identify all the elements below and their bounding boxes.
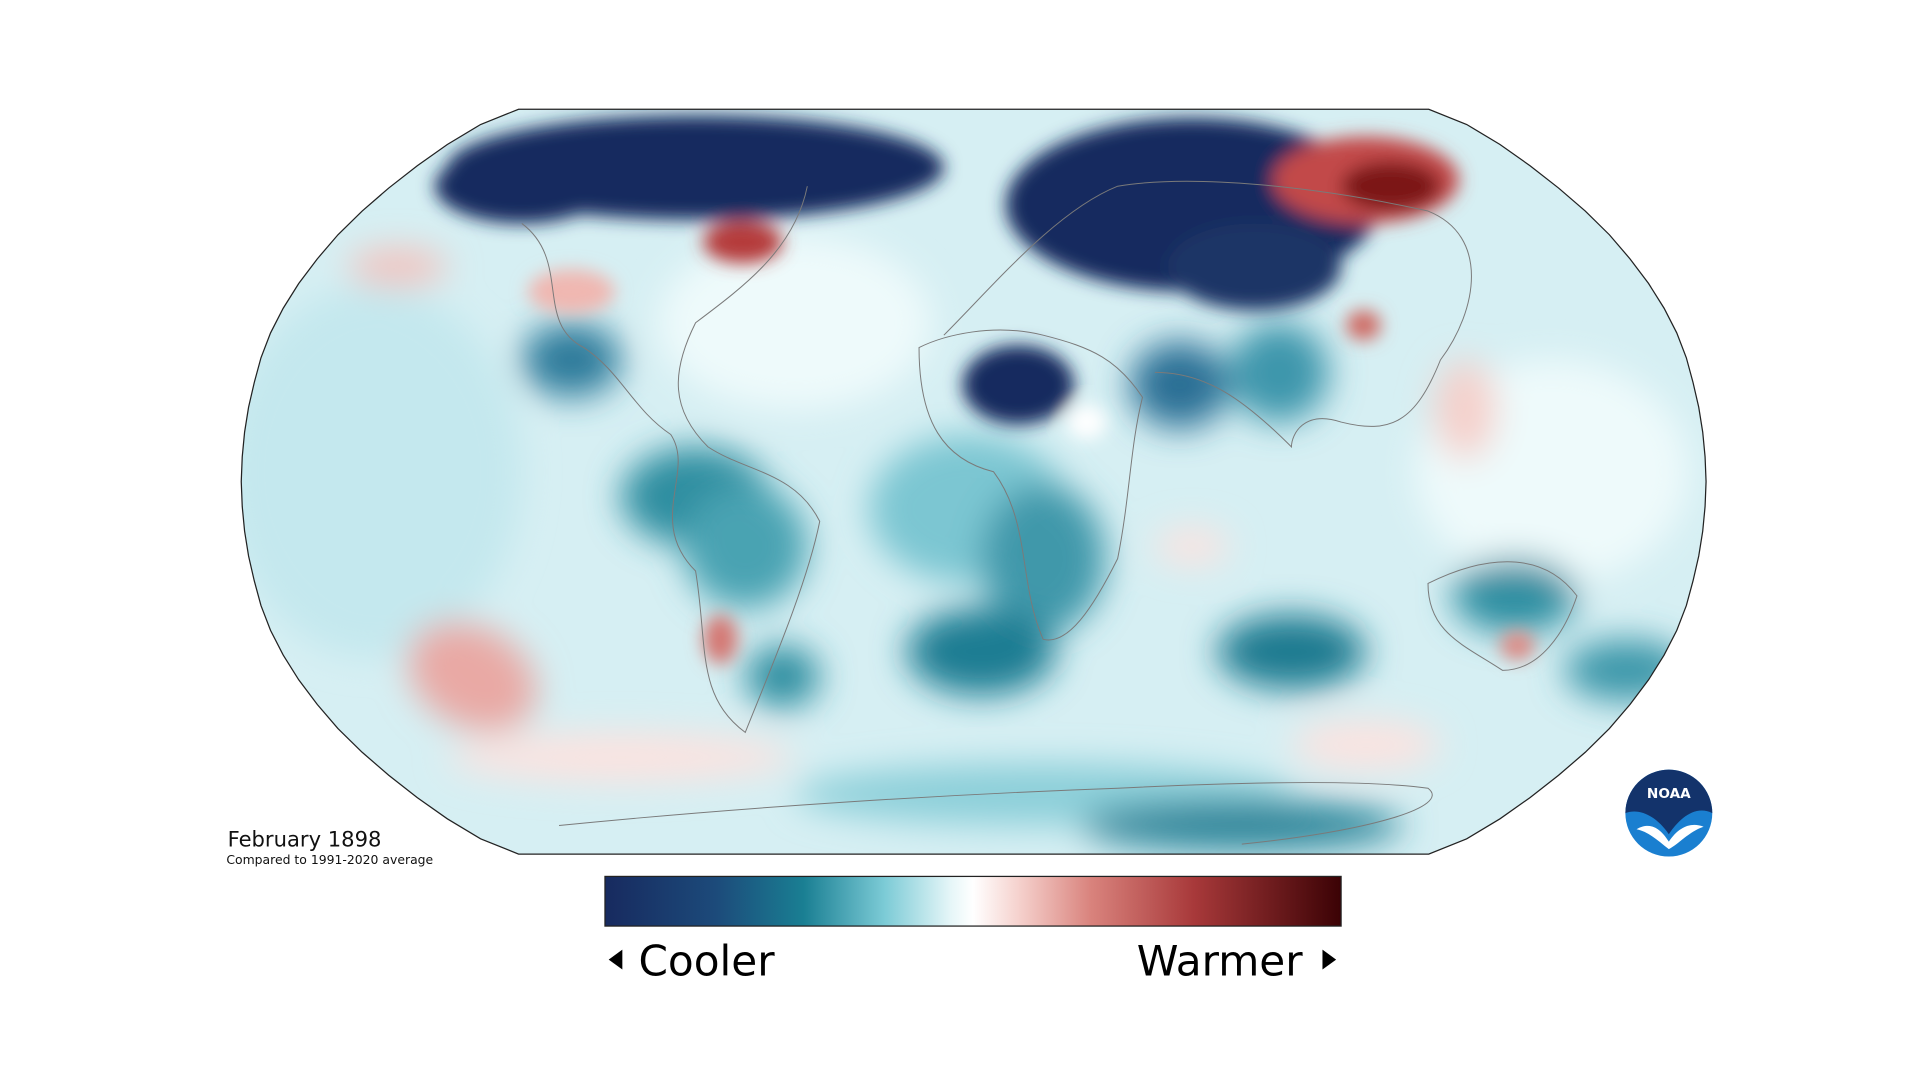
logo-top (1625, 769, 1713, 835)
map-title: February 1898 (228, 827, 382, 852)
logo-gull (1636, 824, 1704, 850)
strong-anomalies (434, 115, 1535, 665)
legend-high-label: Warmer (1137, 937, 1304, 986)
logo-text: NOAA (1647, 786, 1691, 802)
map-outline (240, 108, 1707, 855)
warmer-arrow (1322, 949, 1337, 970)
anomaly-field (241, 109, 1707, 855)
map-subtitle: Compared to 1991-2020 average (226, 852, 433, 867)
noaa-logo: NOAA (1625, 769, 1713, 857)
coastlines (521, 180, 1578, 845)
colorbar (604, 875, 1342, 927)
legend-low-label: Cooler (638, 937, 775, 986)
cooler-arrow (608, 949, 623, 970)
